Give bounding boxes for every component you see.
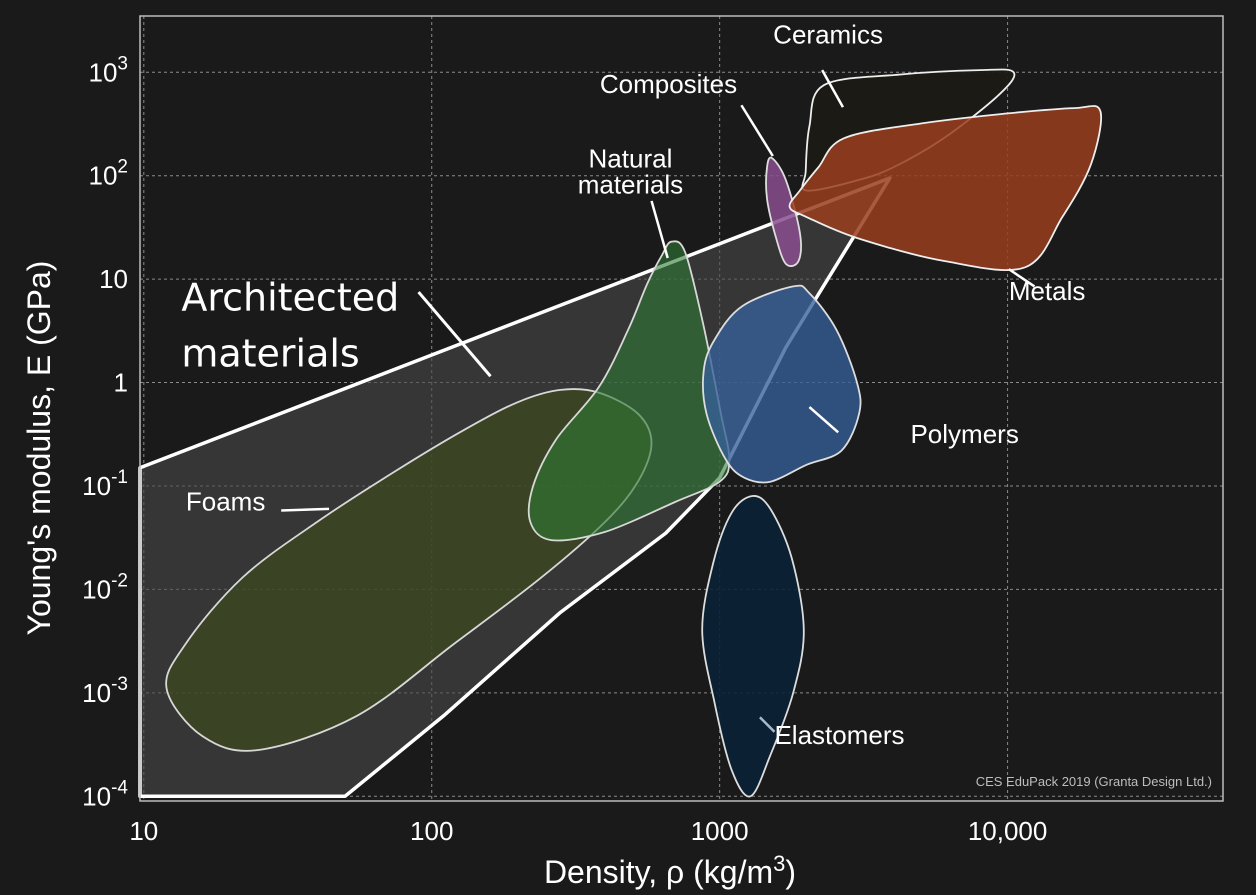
leader-ceramics [821,69,845,108]
y-tick-label: 10-4 [82,777,128,811]
leader-foams [281,507,330,512]
material-regions [138,68,1102,799]
label-foams: Foams [186,486,265,516]
y-axis-title: Young's modulus, E (GPa) [21,261,57,636]
leader-elastomers [759,716,776,733]
label-elastomers: Elastomers [774,720,904,750]
leader-natural-materials [650,200,669,259]
region-polymers [702,284,862,484]
label-ceramics: Ceramics [773,19,883,49]
region-composites [765,156,802,267]
credit-text: CES EduPack 2019 (Granta Design Ltd.) [976,774,1212,789]
label-polymers: Polymers [910,419,1018,449]
x-tick-label: 10 [129,816,158,846]
y-tick-label: 10-1 [82,467,128,501]
region-elastomers [701,495,805,798]
x-axis-title: Density, ρ (kg/m3) [544,851,796,890]
region-metals [788,105,1102,272]
leader-polymers [808,406,839,434]
y-tick-label: 10-3 [82,674,128,708]
label-metals: Metals [1009,276,1086,306]
x-tick-label: 10,000 [968,816,1048,846]
y-tick-label: 1 [114,368,128,398]
label-composites: Composites [600,69,737,99]
leader-architected-materials [417,291,492,378]
leader-metals [1008,268,1036,288]
x-tick-labels: 10 100 1000 10,000 [129,816,1047,846]
label-architected-materials: Architected materials [181,275,399,375]
y-tick-label: 103 [89,53,129,87]
plot-frame [139,15,1224,802]
region-labels: Foams Natural materials Elastomers Polymers C… [181,19,1085,750]
x-tick-label: 1000 [691,816,749,846]
leader-composites [740,104,774,157]
y-tick-labels: 10-4 10-3 10-2 10-1 1 10 102 103 [82,53,128,811]
x-tick-label: 100 [410,816,453,846]
y-tick-label: 102 [89,157,129,191]
y-tick-label: 10 [99,264,128,294]
label-natural-materials: Natural materials [578,144,683,200]
y-tick-label: 10-2 [82,570,128,604]
